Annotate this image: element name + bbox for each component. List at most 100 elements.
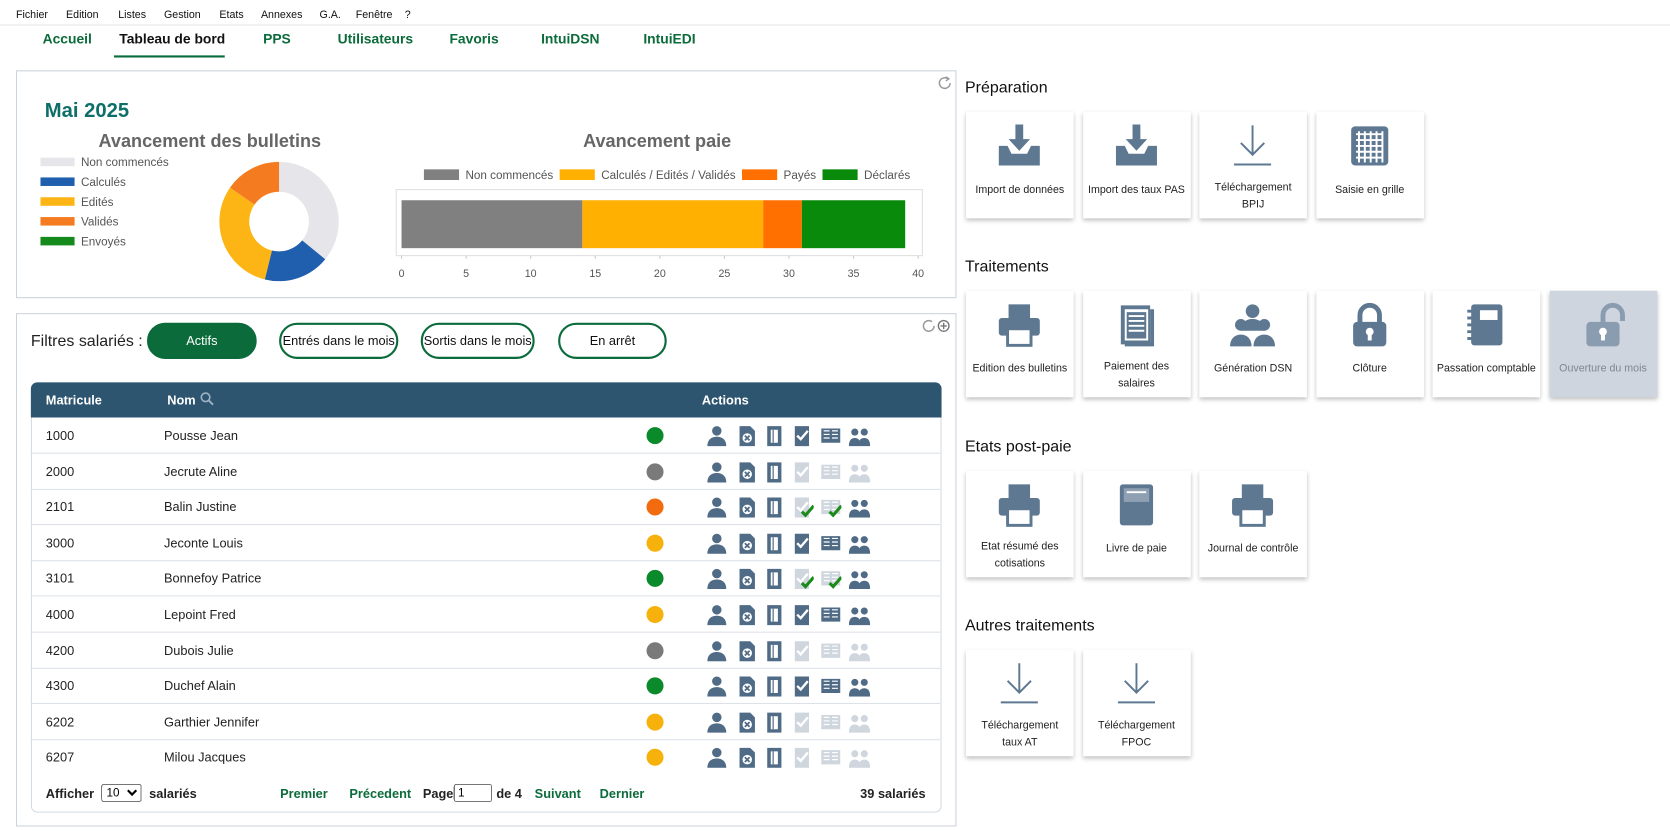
employee-name[interactable]: Bonnefoy Patrice (164, 571, 262, 587)
action-tile[interactable]: Edition des bulletins (966, 290, 1074, 398)
tile-icon (998, 124, 1040, 166)
employee-name[interactable]: Lepoint Fred (164, 607, 236, 623)
action-tile[interactable]: Etat résumé des cotisations (966, 470, 1074, 578)
action-icon[interactable] (736, 568, 757, 590)
menu-item[interactable]: Fichier (15, 9, 48, 22)
action-icon[interactable] (764, 497, 785, 518)
action-icon[interactable] (764, 747, 785, 769)
action-icon[interactable] (848, 568, 871, 590)
menu-item[interactable]: Fenêtre (355, 9, 393, 22)
action-icon[interactable] (848, 425, 871, 447)
action-icon[interactable] (706, 711, 727, 733)
action-icon[interactable] (706, 675, 727, 697)
action-icon[interactable] (706, 604, 727, 626)
filter-button[interactable]: Sortis dans le mois (420, 322, 535, 359)
menu-item[interactable]: Gestion (164, 9, 201, 22)
employee-name[interactable]: Milou Jacques (164, 750, 246, 766)
action-tile[interactable]: Téléchargement BPIJ (1199, 111, 1307, 219)
action-icon[interactable] (706, 568, 727, 590)
employee-name[interactable]: Pousse Jean (164, 428, 238, 444)
employee-name[interactable]: Duchef Alain (164, 678, 236, 694)
action-tile[interactable]: Import de données (966, 111, 1074, 219)
action-icon[interactable] (736, 711, 757, 733)
action-tile[interactable]: Livre de paie (1082, 470, 1191, 578)
action-icon[interactable] (706, 497, 727, 518)
action-icon[interactable] (736, 640, 757, 661)
action-icon[interactable] (706, 461, 727, 483)
action-icon[interactable] (736, 461, 757, 483)
action-tile[interactable]: Import des taux PAS (1082, 111, 1191, 219)
menu-item[interactable]: Listes (118, 9, 147, 22)
action-icon[interactable] (764, 461, 785, 483)
action-icon[interactable] (792, 675, 813, 697)
action-icon[interactable] (736, 604, 757, 626)
action-icon[interactable] (736, 497, 757, 518)
nav-tab[interactable]: IntuiEDI (643, 30, 696, 47)
action-icon[interactable] (820, 675, 841, 696)
action-icon[interactable] (764, 425, 785, 447)
page-size-select[interactable]: 10 (101, 783, 142, 803)
action-tile[interactable]: Téléchargement FPOC (1082, 649, 1191, 757)
action-tile[interactable]: Passation comptable (1432, 290, 1541, 398)
first-link[interactable]: Premier (280, 786, 328, 801)
action-tile[interactable]: Paiement des salaires (1082, 290, 1191, 398)
action-icon[interactable] (736, 675, 757, 697)
filter-button[interactable]: Entrés dans le mois (279, 322, 399, 359)
action-icon[interactable] (764, 675, 785, 697)
last-link[interactable]: Dernier (599, 786, 645, 801)
action-icon[interactable] (764, 604, 785, 626)
action-icon[interactable] (792, 425, 813, 447)
employee-name[interactable]: Jeconte Louis (164, 535, 243, 551)
action-icon[interactable] (706, 532, 727, 554)
action-icon[interactable] (848, 675, 871, 697)
nav-tab[interactable]: Accueil (42, 30, 92, 47)
page-input[interactable] (453, 783, 493, 803)
action-icon[interactable] (736, 425, 757, 447)
refresh-icon[interactable] (936, 75, 953, 92)
nav-tab[interactable]: Tableau de bord (119, 30, 226, 47)
menu-item[interactable]: Etats (219, 9, 244, 22)
employee-name[interactable]: Jecrute Aline (164, 463, 238, 479)
nav-tab[interactable]: Favoris (449, 30, 499, 47)
previous-link[interactable]: Précedent (349, 786, 412, 801)
action-icon[interactable] (764, 532, 785, 554)
action-icon[interactable] (764, 711, 785, 733)
action-tile[interactable]: Clôture (1315, 290, 1424, 398)
employee-name[interactable]: Dubois Julie (164, 642, 234, 658)
panel-tools[interactable] (920, 317, 952, 334)
nav-tab[interactable]: IntuiDSN (541, 30, 600, 47)
action-icon[interactable] (764, 640, 785, 661)
column-header[interactable]: Nom (167, 393, 196, 408)
nav-tab[interactable]: Utilisateurs (337, 30, 414, 47)
menu-item[interactable]: ? (404, 9, 411, 22)
menu-item[interactable]: Edition (66, 9, 99, 22)
action-icon[interactable] (820, 425, 841, 446)
action-icon[interactable] (792, 604, 813, 626)
action-icon[interactable] (848, 497, 871, 518)
action-icon[interactable] (792, 532, 813, 554)
menu-item[interactable]: Annexes (260, 9, 303, 22)
action-icon[interactable] (736, 532, 757, 554)
filter-button[interactable]: En arrêt (558, 322, 667, 359)
action-icon[interactable] (820, 604, 841, 625)
action-tile[interactable]: Journal de contrôle (1199, 470, 1307, 578)
employee-name[interactable]: Garthier Jennifer (164, 714, 260, 730)
action-tile[interactable]: Génération DSN (1199, 290, 1307, 398)
action-icon[interactable] (706, 425, 727, 447)
action-tile[interactable]: Saisie en grille (1315, 111, 1424, 219)
search-icon[interactable] (199, 391, 214, 406)
column-header[interactable]: Matricule (45, 393, 102, 408)
action-icon[interactable] (764, 568, 785, 590)
employee-name[interactable]: Balin Justine (164, 499, 237, 515)
nav-tab[interactable]: PPS (263, 30, 291, 47)
filter-button[interactable]: Actifs (146, 322, 257, 359)
action-icon[interactable] (820, 532, 841, 553)
next-link[interactable]: Suivant (534, 786, 581, 801)
action-tile[interactable]: Téléchargement taux AT (966, 649, 1074, 757)
menu-item[interactable]: G.A. (319, 9, 341, 22)
action-icon[interactable] (848, 532, 871, 554)
action-icon[interactable] (706, 747, 727, 769)
action-icon[interactable] (706, 640, 727, 661)
action-icon[interactable] (848, 604, 871, 626)
action-icon[interactable] (736, 747, 757, 769)
